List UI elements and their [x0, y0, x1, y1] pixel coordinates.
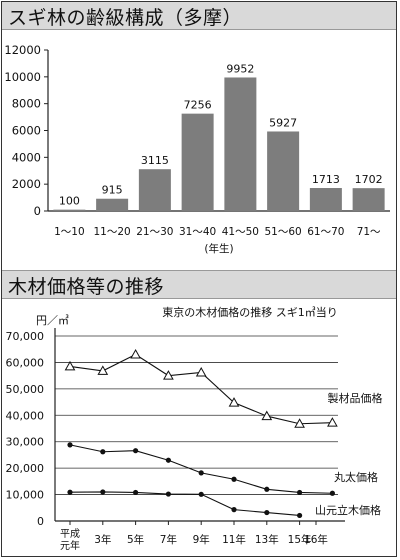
line-y-tick-label: 30,000: [6, 436, 45, 449]
bar-1～10: [53, 209, 86, 211]
line-y-tick-label: 10,000: [6, 489, 45, 502]
bar-category-label: 11～20: [94, 226, 131, 238]
bar-41～50: [224, 77, 257, 212]
line-x-tick-label: 元年: [60, 539, 80, 552]
bar-value-label: 915: [102, 184, 123, 197]
bar-y-tick-label: 4000: [12, 150, 41, 164]
series-point-丸太価格: [329, 490, 335, 496]
series-point-山元立木価格: [231, 507, 237, 513]
bar-category-label: 31～40: [179, 226, 216, 238]
bar-category-label: 41～50: [222, 226, 259, 238]
bar-y-tick-label: 0: [34, 204, 41, 218]
bar-11～20: [96, 198, 129, 211]
bar-value-label: 1713: [312, 173, 340, 186]
series-point-山元立木価格: [67, 489, 73, 495]
bar-value-label: 5927: [269, 116, 297, 129]
line-y-tick-label: 0: [37, 515, 44, 528]
bar-x-axis-unit: (年生): [204, 242, 233, 255]
line-y-tick-label: 40,000: [6, 409, 45, 422]
series-point-丸太価格: [133, 448, 139, 454]
line-x-tick-label: 16年: [304, 533, 328, 546]
series-point-製材品価格: [130, 348, 141, 359]
bar-y-tick-label: 6000: [12, 124, 41, 138]
series-point-製材品価格: [261, 410, 273, 421]
bar-61～70: [309, 188, 342, 211]
series-label: 丸太価格: [334, 470, 378, 484]
line-x-tick-label: 15年: [288, 533, 312, 546]
line-x-tick-label: 13年: [255, 533, 279, 546]
series-point-丸太価格: [100, 449, 106, 455]
series-point-山元立木価格: [100, 489, 106, 495]
series-line-丸太価格: [69, 444, 333, 494]
series-point-製材品価格: [64, 360, 76, 371]
bar-value-label: 1702: [355, 173, 383, 186]
line-x-tick-label: 3年: [94, 533, 111, 546]
bar-51～60: [267, 131, 300, 211]
series-point-製材品価格: [294, 418, 305, 428]
series-point-丸太価格: [198, 470, 204, 476]
series-point-製材品価格: [97, 365, 109, 375]
series-point-山元立木価格: [264, 509, 270, 516]
bar-value-label: 7256: [184, 99, 212, 112]
line-y-tick-label: 60,000: [6, 356, 45, 369]
bar-y-tick-label: 8000: [12, 97, 41, 111]
bar-category-label: 21～30: [136, 226, 173, 238]
line-x-tick-label: 11年: [222, 533, 246, 546]
bar-71～: [352, 188, 385, 211]
line-y-tick-label: 20,000: [6, 462, 45, 475]
series-line-山元立木価格: [69, 491, 300, 516]
age-class-header: スギ林の齢級構成（多摩）: [2, 2, 396, 30]
line-y-tick-label: 70,000: [6, 330, 45, 343]
price-header: 木材価格等の推移: [2, 270, 396, 299]
bar-category-label: 51～60: [265, 226, 302, 238]
series-point-製材品価格: [327, 417, 338, 427]
bar-21～30: [138, 169, 171, 211]
series-point-山元立木価格: [133, 489, 139, 496]
series-label: 製材品価格: [328, 391, 383, 405]
series-point-丸太価格: [67, 442, 73, 448]
bar-value-label: 9952: [226, 62, 254, 75]
line-y-unit: 円／㎥: [36, 314, 69, 327]
line-y-tick-label: 50,000: [6, 383, 45, 396]
bar-y-tick-label: 12000: [4, 43, 41, 57]
line-x-tick-label: 5年: [127, 533, 144, 546]
series-point-丸太価格: [264, 486, 270, 492]
bar-category-label: 61～70: [307, 226, 344, 238]
age-class-title: スギ林の齢級構成（多摩）: [8, 7, 243, 29]
series-point-山元立木価格: [165, 491, 171, 497]
line-chart-title: 東京の木材価格の推移 スギ1㎥当り: [162, 305, 338, 319]
bar-31～40: [181, 113, 214, 211]
series-point-製材品価格: [195, 366, 207, 377]
series-point-丸太価格: [231, 476, 237, 482]
price-title: 木材価格等の推移: [8, 276, 165, 298]
series-point-製材品価格: [228, 397, 240, 407]
series-label: 山元立木価格: [315, 503, 381, 517]
series-point-丸太価格: [297, 489, 303, 496]
age-class-bar-chart: 0 2000 4000 6000 8000 10000 12000 100 1～10 915 11～…: [4, 43, 390, 255]
series-point-製材品価格: [163, 370, 174, 380]
series-point-山元立木価格: [198, 491, 204, 497]
line-x-tick-label: 9年: [193, 533, 210, 546]
bar-value-label: 3115: [141, 154, 169, 167]
line-x-tick-label: 7年: [160, 533, 177, 546]
bar-value-label: 100: [59, 195, 80, 208]
bar-y-tick-label: 2000: [12, 177, 41, 191]
line-x-tick-label: 平成: [60, 528, 80, 540]
bar-y-tick-label: 10000: [4, 70, 41, 84]
bar-category-label: 1～10: [54, 226, 85, 238]
series-point-山元立木価格: [297, 512, 303, 519]
series-point-丸太価格: [165, 457, 171, 463]
bar-category-label: 71～: [357, 226, 381, 238]
